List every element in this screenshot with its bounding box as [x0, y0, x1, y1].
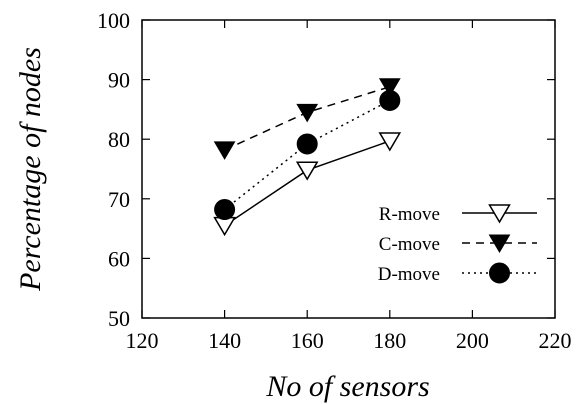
y-tick-label: 100 — [97, 8, 130, 33]
data-point-d-move — [214, 199, 236, 221]
x-tick-label: 120 — [126, 328, 159, 353]
y-tick-label: 90 — [108, 68, 130, 93]
axis-ticks: 120 140 160 180 200 220 50 60 70 80 90 100 — [97, 8, 572, 353]
y-tick-label: 50 — [108, 306, 130, 331]
legend-marker-d-move — [489, 262, 510, 284]
x-tick-label: 140 — [208, 328, 241, 353]
x-axis-title: No of sensors — [265, 370, 429, 403]
data-point-r-move — [213, 216, 236, 237]
data-point-d-move — [296, 133, 318, 155]
data-point-r-move — [378, 132, 402, 152]
data-point-d-move — [379, 89, 401, 111]
y-tick-label: 70 — [108, 187, 130, 212]
data-point-c-move — [296, 103, 319, 123]
legend-marker-r-move — [488, 204, 511, 224]
legend-label-c-move: C-move — [379, 234, 440, 255]
data-point-c-move — [213, 141, 236, 160]
plot-frame — [141, 19, 556, 319]
x-tick-label: 220 — [539, 328, 572, 353]
y-tick-label: 60 — [108, 246, 130, 271]
legend-marker-c-move — [488, 234, 511, 253]
y-axis-title: Percentage of nodes — [14, 47, 47, 292]
x-tick-label: 160 — [291, 328, 324, 353]
data-point-r-move — [295, 161, 319, 181]
x-tick-label: 180 — [373, 328, 406, 353]
legend-label-r-move: R-move — [379, 204, 440, 225]
data-point-c-move — [378, 78, 401, 97]
series-layer — [213, 78, 402, 237]
x-tick-label: 200 — [456, 328, 489, 353]
y-tick-label: 80 — [108, 127, 130, 152]
legend: R-move C-move D-move — [378, 204, 537, 285]
legend-label-d-move: D-move — [378, 264, 440, 285]
